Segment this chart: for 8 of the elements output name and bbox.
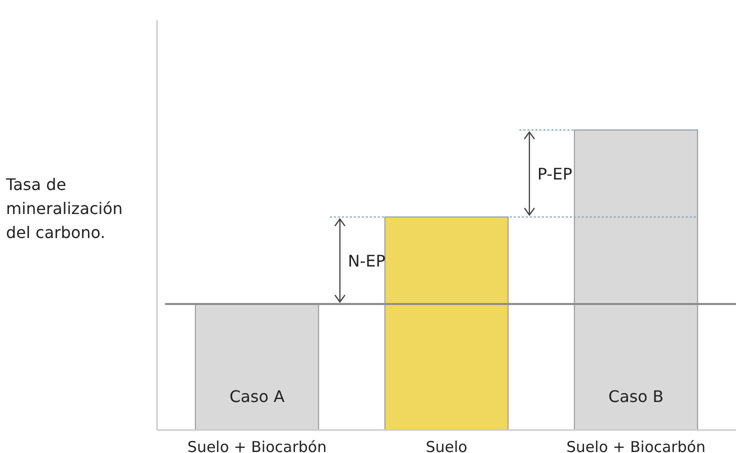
annotation: Caso B: [608, 387, 664, 406]
annotation: P-EP: [537, 164, 573, 184]
x-tick-label: Suelo: [426, 438, 468, 453]
annotation: Caso A: [229, 387, 285, 406]
annotation: N-EP: [348, 252, 386, 270]
y-axis-title: Tasa de mineralización del carbono.: [5, 175, 123, 242]
x-tick-label: Suelo + Biocarbón: [187, 438, 327, 453]
x-tick-label: Suelo + Biocarbón: [566, 438, 706, 453]
